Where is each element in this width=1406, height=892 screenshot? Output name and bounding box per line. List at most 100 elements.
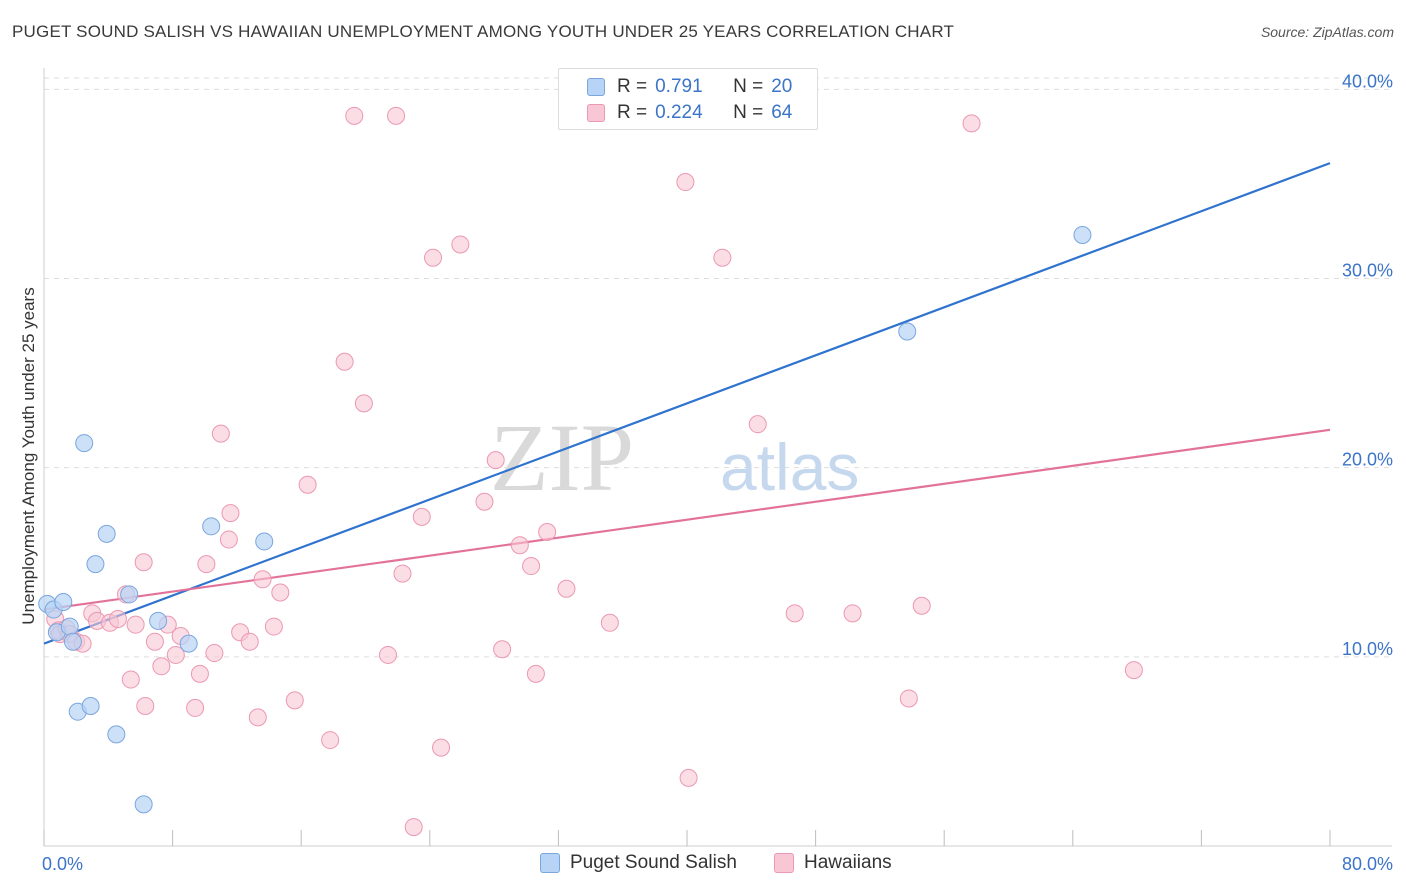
hawaiians-point	[152, 657, 171, 676]
series-legend: Puget Sound Salish Hawaiians	[0, 852, 1406, 878]
r-label: R =	[617, 76, 648, 97]
stats-row-hawaiians: R = 0.224 N = 64	[587, 101, 792, 125]
watermark-zip: ZIP	[490, 404, 634, 511]
legend-swatch-pink	[774, 853, 794, 873]
chart-title: PUGET SOUND SALISH VS HAWAIIAN UNEMPLOYM…	[12, 22, 955, 41]
hawaiians-point	[404, 818, 423, 837]
puget-sound-salish-point	[255, 532, 274, 551]
y-tick-label: 40.0%	[1342, 71, 1393, 91]
hawaiians-point	[108, 610, 127, 629]
stats-legend: R = 0.791 N = 20 R = 0.224 N = 64	[558, 68, 818, 130]
hawaiians-point	[557, 579, 576, 598]
puget-sound-salish-point	[202, 517, 221, 536]
gridlines	[44, 77, 1392, 658]
hawaiians-point	[451, 235, 470, 254]
hawaiians-point	[221, 504, 240, 523]
puget-sound-salish-point	[1073, 226, 1092, 245]
hawaiians-point	[136, 697, 155, 716]
n-label: N =	[733, 76, 764, 97]
hawaiians-point	[345, 106, 364, 125]
hawaiians-point	[134, 553, 153, 572]
hawaiians-point	[432, 738, 451, 757]
puget-sound-salish-point	[97, 524, 116, 543]
hawaiians-point	[424, 248, 443, 267]
hawaiians-point	[321, 731, 340, 750]
hawaiians-point	[785, 604, 804, 623]
hawaiians-point	[713, 248, 732, 267]
legend-swatch-blue	[587, 78, 605, 96]
hawaiians-point	[126, 615, 145, 634]
hawaiians-point	[253, 570, 272, 589]
hawaiians-point	[843, 604, 862, 623]
puget-sound-salish-point	[149, 611, 168, 630]
hawaiians-point	[962, 114, 981, 133]
n-value: 64	[771, 102, 793, 123]
puget-sound-salish-point	[898, 322, 917, 341]
puget-sound-salish-point	[63, 632, 82, 651]
legend-swatch-blue	[540, 853, 560, 873]
watermark-atlas: atlas	[720, 430, 859, 504]
hawaiians-point	[412, 507, 431, 526]
hawaiians-point	[493, 640, 512, 659]
hawaiians-point	[197, 555, 216, 574]
chart-source: Source: ZipAtlas.com	[1260, 24, 1394, 40]
hawaiians-point	[335, 352, 354, 371]
hawaiians-point	[393, 564, 412, 583]
hawaiians-point	[264, 617, 283, 636]
r-label: R =	[617, 102, 648, 123]
hawaiians-point	[676, 173, 695, 192]
puget-sound-salish-point	[60, 617, 79, 636]
trend-lines	[43, 162, 1331, 645]
hawaiians-point	[510, 536, 529, 555]
legend-label-puget: Puget Sound Salish	[570, 852, 737, 873]
hawaiians-point	[899, 689, 918, 708]
hawaiians-point	[145, 632, 164, 651]
hawaiians-point	[600, 613, 619, 632]
hawaiians-point	[1124, 661, 1143, 680]
puget-sound-salish-point	[120, 585, 139, 604]
r-value: 0.791	[655, 76, 703, 97]
hawaiians-point	[679, 768, 698, 787]
x-tick-label-min: 0.0%	[42, 854, 83, 874]
r-value: 0.224	[655, 102, 703, 123]
hawaiians-point	[285, 691, 304, 710]
n-value: 20	[771, 76, 793, 97]
hawaiians-point	[486, 451, 505, 470]
hawaiians-point	[298, 475, 317, 494]
hawaiians-point	[387, 106, 406, 125]
puget-sound-salish-point	[54, 592, 73, 611]
legend-item-puget[interactable]: Puget Sound Salish	[540, 852, 737, 874]
hawaiians-point	[166, 645, 185, 664]
legend-swatch-pink	[587, 104, 605, 122]
legend-label-hawaiians: Hawaiians	[804, 852, 892, 873]
hawaiians-point	[748, 415, 767, 434]
hawaiians-point	[538, 522, 557, 541]
puget-sound-salish-point	[75, 434, 94, 453]
puget-sound-salish-point	[179, 634, 198, 653]
hawaiians-point	[354, 394, 373, 413]
hawaiians-point	[190, 664, 209, 683]
hawaiians-point	[526, 664, 545, 683]
tick-labels: 10.0% 20.0% 30.0% 40.0%	[1342, 71, 1393, 658]
puget-sound-salish-points	[38, 226, 1092, 814]
hawaiians-point	[912, 596, 931, 615]
y-axis-label: Unemployment Among Youth under 25 years	[19, 287, 38, 624]
hawaiians-point	[248, 708, 267, 727]
hawaiians-point	[379, 645, 398, 664]
hawaiians-point	[271, 583, 290, 602]
trend-line-puget	[43, 162, 1331, 645]
hawaiians-point	[219, 530, 238, 549]
puget-sound-salish-point	[81, 697, 100, 716]
stats-row-puget: R = 0.791 N = 20	[587, 75, 792, 99]
trend-line-hawaiians	[43, 428, 1331, 611]
hawaiians-point	[186, 698, 205, 717]
hawaiians-point	[240, 632, 259, 651]
n-label: N =	[733, 102, 764, 123]
hawaiians-point	[121, 670, 140, 689]
x-tick-label-max: 80.0%	[1342, 854, 1393, 874]
legend-item-hawaiians[interactable]: Hawaiians	[774, 852, 892, 874]
hawaiians-point	[522, 557, 541, 576]
hawaiians-point	[205, 644, 224, 663]
axes	[43, 68, 1392, 847]
